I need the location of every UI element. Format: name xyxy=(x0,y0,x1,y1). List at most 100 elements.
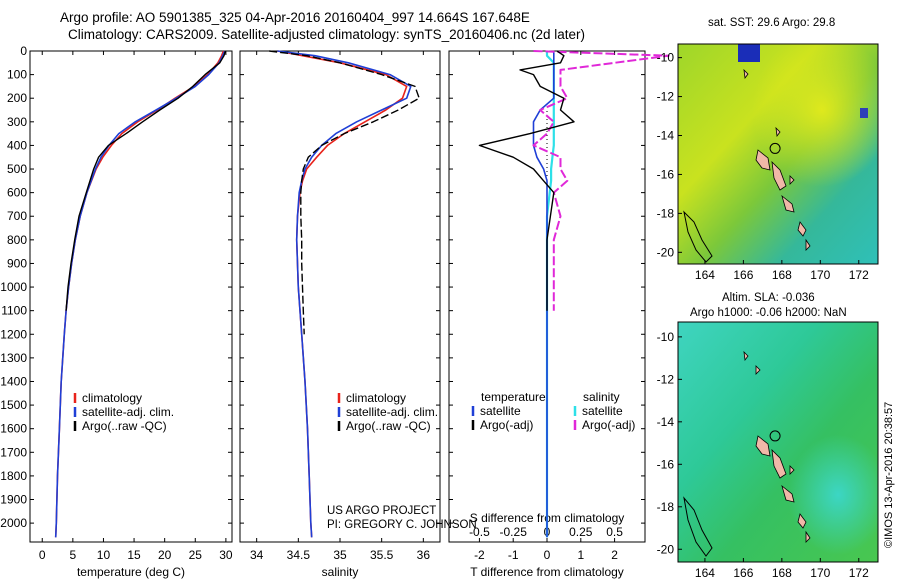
depth-tick-label: 300 xyxy=(7,115,27,129)
credit-pi: PI: GREGORY C. JOHNSON xyxy=(327,519,477,531)
satellite-salinity-line xyxy=(277,50,412,538)
depth-tick-label: 100 xyxy=(7,68,27,82)
sla-high-patch xyxy=(678,322,878,562)
map-sst-lon-label: 168 xyxy=(772,268,792,282)
salinity-legend-label: satellite-adj. clim. xyxy=(346,405,438,419)
map-sla-lat-label: -14 xyxy=(657,415,675,429)
depth-tick-label: 800 xyxy=(7,233,27,247)
difference-xtick-label: 1 xyxy=(577,548,584,562)
sst-cold-pixel xyxy=(860,108,868,118)
salinity-diff-tick-label: -0.25 xyxy=(500,525,528,539)
map-sla-lat-label: -12 xyxy=(657,372,675,386)
depth-tick-label: 1900 xyxy=(0,493,27,507)
temperature-xtick-label: 5 xyxy=(70,548,77,562)
temperature-legend-label: satellite-adj. clim. xyxy=(82,405,174,419)
salinity-xtick-label: 35 xyxy=(333,548,347,562)
depth-tick-label: 1300 xyxy=(0,351,27,365)
map-sla-lat-label: -10 xyxy=(657,330,675,344)
sst-warm-patch xyxy=(678,44,878,264)
sst-missing-patch xyxy=(738,44,760,62)
figure-title-line1: Argo profile: AO 5901385_325 04-Apr-2016… xyxy=(60,10,530,25)
sla-map-panel: 164 166 168 170 172 -10 -12 -14 -16 -18 -20 xyxy=(657,321,879,580)
temperature-xtick-label: 25 xyxy=(189,548,203,562)
salinity-xtick-label: 34 xyxy=(250,548,264,562)
temperature-xtick-label: 10 xyxy=(97,548,111,562)
difference-xlabel: T difference from climatology xyxy=(470,565,624,579)
satellite-temperature-diff-line xyxy=(532,51,555,538)
difference-legend-label: satellite xyxy=(582,404,623,418)
depth-tick-label: 1200 xyxy=(0,327,27,341)
depth-tick-label: 2000 xyxy=(0,516,27,530)
salinity-diff-tick-label: 0.5 xyxy=(606,525,623,539)
difference-xtick-label: -2 xyxy=(474,548,485,562)
difference-legend-label: Argo(-adj) xyxy=(582,418,635,432)
map-sst-lat-label: -12 xyxy=(657,90,675,104)
map-sla-lat-label: -20 xyxy=(657,542,675,556)
depth-tick-label: 0 xyxy=(20,44,27,58)
difference-legend-label: Argo(-adj) xyxy=(480,418,533,432)
map-sst-lon-label: 170 xyxy=(810,268,830,282)
salinity-legend-label: Argo(..raw -QC) xyxy=(346,419,431,433)
temperature-xlabel: temperature (deg C) xyxy=(77,565,185,579)
depth-tick-label: 1400 xyxy=(0,374,27,388)
map-sst-lon-label: 172 xyxy=(849,268,869,282)
difference-legend-title-temperature: temperature xyxy=(481,390,546,404)
depth-tick-label: 1600 xyxy=(0,422,27,436)
map-sla-lat-label: -18 xyxy=(657,500,675,514)
map-sst-lon-label: 166 xyxy=(733,268,753,282)
temperature-legend-label: climatology xyxy=(82,391,142,405)
map-sst-lon-label: 164 xyxy=(695,268,715,282)
depth-tick-label: 400 xyxy=(7,138,27,152)
temperature-xtick-label: 0 xyxy=(39,548,46,562)
salinity-panel: 34 34.5 35 35.5 36 salinity climatologysatelli… xyxy=(239,50,441,579)
argo-temperature-line xyxy=(65,50,226,311)
depth-tick-label: 500 xyxy=(7,162,27,176)
temperature-xtick-label: 30 xyxy=(219,548,233,562)
salinity-diff-tick-label: -0.5 xyxy=(469,525,490,539)
salinity-xtick-label: 36 xyxy=(417,548,431,562)
depth-tick-label: 1500 xyxy=(0,398,27,412)
depth-tick-label: 1800 xyxy=(0,469,27,483)
temperature-xtick-label: 20 xyxy=(158,548,172,562)
sst-island-outlines xyxy=(683,68,811,263)
map-sst-lat-label: -20 xyxy=(657,245,675,259)
map-sst-lat-label: -10 xyxy=(657,51,675,65)
map-sla-argo-marker xyxy=(769,430,781,442)
imos-timestamp: ©IMOS 13-Apr-2016 20:38:57 xyxy=(883,401,895,548)
salinity-frame xyxy=(239,50,441,543)
map-sst-argo-marker xyxy=(769,142,781,154)
climatology-salinity-line xyxy=(277,50,408,538)
map-sst-frame xyxy=(677,43,879,265)
temperature-xtick-label: 15 xyxy=(127,548,141,562)
salinity-xlabel: salinity xyxy=(322,565,359,579)
difference-panel: -2 -1 0 1 2 T difference from climatology -0.5… xyxy=(448,50,670,579)
map-sst-lat-label: -16 xyxy=(657,167,675,181)
depth-tick-label: 200 xyxy=(7,91,27,105)
salinity-xtick-label: 35.5 xyxy=(370,548,394,562)
sla-island-outlines xyxy=(683,350,811,557)
depth-tick-label: 600 xyxy=(7,186,27,200)
salinity-diff-tick-label: 0.25 xyxy=(569,525,593,539)
difference-legend-title-salinity: salinity xyxy=(583,390,620,404)
salinity-xtick-label: 34.5 xyxy=(287,548,311,562)
depth-tick-label: 900 xyxy=(7,256,27,270)
map-sla-lon-label: 168 xyxy=(772,566,792,580)
map-sla-frame xyxy=(677,321,879,563)
temperature-legend-label: Argo(..raw -QC) xyxy=(82,419,167,433)
sst-map-panel: 164 166 168 170 172 -10 -12 -14 -16 -18 -20 xyxy=(657,43,879,282)
satellite-temperature-line xyxy=(54,50,226,538)
difference-xtick-label: -1 xyxy=(508,548,519,562)
temperature-panel: 0100200300400500600700800900100011001200… xyxy=(0,44,233,579)
depth-tick-label: 700 xyxy=(7,209,27,223)
credit-project: US ARGO PROJECT xyxy=(327,505,437,517)
difference-xtick-label: 0 xyxy=(544,548,551,562)
argo-salinity-line xyxy=(269,50,420,335)
map-sla-lon-label: 166 xyxy=(733,566,753,580)
depth-tick-label: 1100 xyxy=(1,304,27,318)
map-sst-lat-label: -18 xyxy=(657,206,675,220)
argo-temperature-diff-line xyxy=(478,50,575,311)
map-sla-lon-label: 164 xyxy=(695,566,715,580)
depth-tick-label: 1700 xyxy=(0,445,27,459)
difference-legend-label: satellite xyxy=(480,404,521,418)
